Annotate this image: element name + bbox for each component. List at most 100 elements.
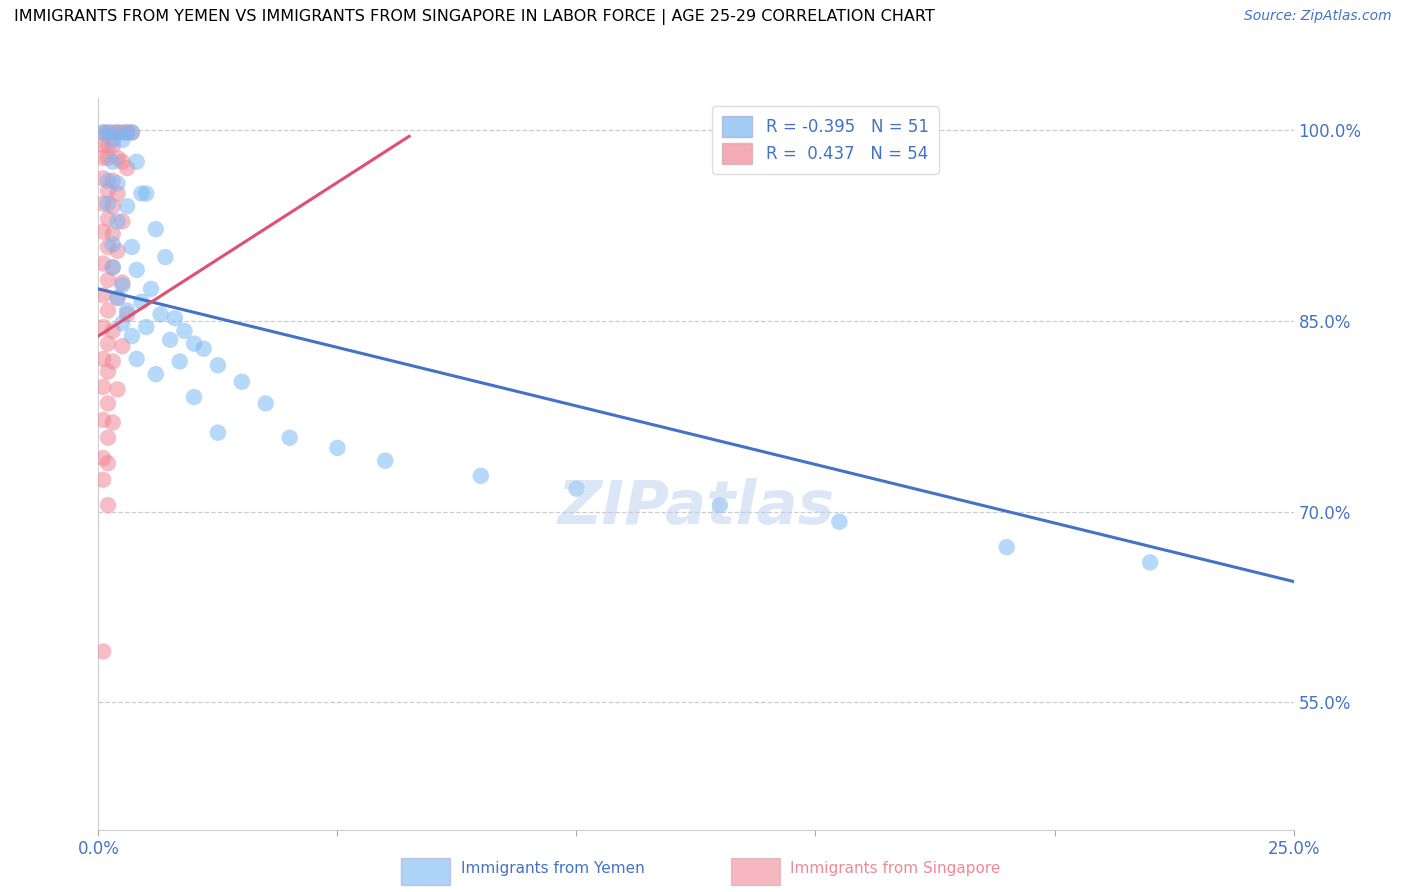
Legend: R = -0.395   N = 51, R =  0.437   N = 54: R = -0.395 N = 51, R = 0.437 N = 54 (713, 106, 939, 174)
Point (91, 451, 114, 466)
Point (111, 339, 134, 353)
Point (107, 291, 129, 305)
Text: Immigrants from Yemen: Immigrants from Yemen (461, 861, 645, 876)
Point (91, 644, 114, 658)
Point (101, 227, 124, 242)
Point (97, 240, 120, 254)
Point (159, 333, 181, 347)
Point (207, 425, 229, 440)
Point (111, 126, 134, 140)
Point (101, 237, 124, 252)
Point (121, 329, 143, 343)
Point (111, 214, 134, 228)
Point (115, 126, 138, 140)
Point (97, 431, 120, 445)
Point (107, 383, 129, 397)
Point (107, 244, 129, 258)
Point (374, 453, 396, 467)
Point (107, 291, 129, 305)
Point (107, 126, 129, 140)
Text: Immigrants from Singapore: Immigrants from Singapore (790, 861, 1001, 876)
Point (131, 294, 153, 309)
Point (121, 126, 143, 140)
Point (107, 151, 129, 165)
Point (207, 358, 229, 372)
Point (91, 225, 114, 239)
Point (995, 540, 1018, 554)
Point (101, 199, 124, 213)
Point (97, 184, 120, 198)
Point (91, 288, 114, 302)
Point (91, 320, 114, 334)
Point (254, 396, 277, 410)
Point (278, 431, 301, 445)
Point (107, 214, 129, 228)
Point (97, 151, 120, 165)
Point (91, 351, 114, 366)
Point (115, 303, 138, 318)
Point (163, 311, 186, 326)
Point (97, 273, 120, 287)
Point (97, 396, 120, 410)
Point (91, 413, 114, 427)
Point (97, 196, 120, 211)
Point (470, 469, 492, 483)
Point (91, 126, 114, 140)
Point (97, 303, 120, 318)
Point (107, 186, 129, 201)
Point (121, 240, 143, 254)
Point (91, 196, 114, 211)
Point (111, 276, 134, 290)
Point (107, 177, 129, 191)
Point (97, 365, 120, 379)
Point (101, 154, 124, 169)
Point (101, 324, 124, 338)
Point (183, 336, 205, 351)
Y-axis label: In Labor Force | Age 25-29: In Labor Force | Age 25-29 (0, 354, 8, 574)
Point (135, 186, 157, 201)
Point (115, 126, 138, 140)
Point (125, 263, 148, 277)
Point (125, 351, 148, 366)
Point (97, 174, 120, 188)
Point (183, 390, 205, 404)
Text: Source: ZipAtlas.com: Source: ZipAtlas.com (1244, 9, 1392, 23)
Point (97, 336, 120, 351)
Point (111, 154, 134, 169)
Point (107, 126, 129, 140)
Point (169, 354, 191, 368)
Point (91, 171, 114, 186)
Point (145, 367, 167, 381)
Point (131, 186, 153, 201)
Point (828, 515, 851, 529)
Point (115, 307, 138, 321)
Point (1139, 556, 1161, 570)
Point (111, 316, 134, 330)
Point (101, 416, 124, 430)
Point (97, 498, 120, 512)
Point (135, 320, 157, 334)
Point (97, 126, 120, 140)
Point (173, 324, 195, 338)
Point (565, 482, 588, 496)
Point (97, 211, 120, 226)
Point (145, 222, 167, 236)
Point (326, 441, 349, 455)
Point (101, 260, 124, 275)
Point (193, 342, 215, 356)
Point (155, 250, 177, 264)
Point (91, 126, 114, 140)
Text: IMMIGRANTS FROM YEMEN VS IMMIGRANTS FROM SINGAPORE IN LABOR FORCE | AGE 25-29 CO: IMMIGRANTS FROM YEMEN VS IMMIGRANTS FROM… (14, 9, 935, 25)
Point (125, 154, 148, 169)
Point (115, 161, 138, 175)
Point (111, 278, 134, 293)
Point (111, 133, 134, 147)
Point (115, 199, 138, 213)
Point (91, 473, 114, 487)
Point (101, 138, 124, 153)
Point (97, 138, 120, 153)
Point (139, 282, 162, 296)
Point (149, 307, 172, 321)
Point (101, 133, 124, 147)
Point (91, 138, 114, 153)
